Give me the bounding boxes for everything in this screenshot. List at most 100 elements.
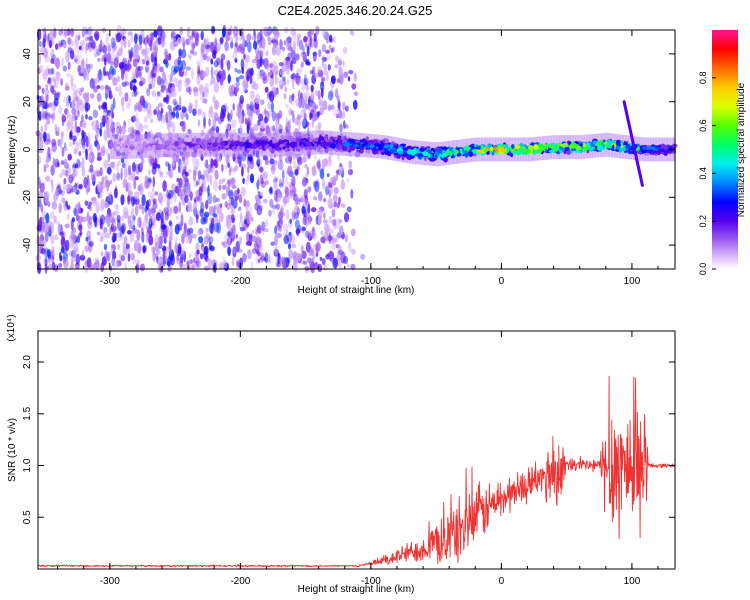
spectrogram-noise-cell	[222, 28, 226, 38]
spectrogram-noise-cell	[157, 164, 160, 169]
spectrogram-noise-cell	[131, 225, 135, 230]
spectrogram-noise-cell	[38, 199, 42, 208]
spectrogram-band-cell	[354, 140, 361, 144]
spectrogram-noise-cell	[135, 111, 139, 123]
spectrogram-noise-cell	[323, 63, 328, 76]
spectrogram-noise-cell	[105, 232, 111, 239]
spectrogram-noise-cell	[188, 35, 194, 41]
spectrogram-noise-cell	[254, 94, 261, 105]
spectrogram-noise-cell	[305, 121, 310, 128]
spectrogram-noise-cell	[106, 187, 109, 192]
spectrogram-noise-cell	[119, 125, 122, 135]
spectrogram-noise-cell	[203, 162, 207, 168]
spectrogram-noise-cell	[146, 88, 151, 97]
spectrogram-noise-cell	[289, 99, 296, 105]
spectrogram-noise-cell	[144, 210, 149, 222]
spectrogram-noise-cell	[93, 140, 98, 147]
spectrogram-noise-cell	[132, 78, 137, 84]
spectrogram-noise-cell	[53, 78, 57, 88]
spectrogram-band-cell	[305, 141, 312, 147]
spectrogram-noise-cell	[126, 243, 129, 250]
spectrogram-band-cell	[324, 141, 332, 147]
spectrogram-noise-cell	[231, 247, 237, 255]
spectrogram-band-cell	[664, 146, 668, 150]
spectrogram-band-cell	[285, 142, 292, 146]
spectrogram-noise-cell	[188, 52, 192, 60]
snr-x-tick-label: 100	[624, 576, 641, 587]
spectrogram-noise-cell	[179, 160, 183, 171]
spectrogram-band-cell	[552, 147, 558, 152]
spectrogram-noise-cell	[288, 181, 293, 188]
spectrogram-noise-cell	[360, 253, 366, 260]
spectrogram-noise-cell	[338, 109, 342, 119]
spectrogram-noise-cell	[46, 117, 51, 125]
spectrogram-noise-cell	[298, 98, 303, 109]
spectrogram-noise-cell	[293, 127, 299, 138]
spectrogram-noise-cell	[100, 70, 104, 82]
spectrogram-noise-cell	[92, 109, 99, 119]
spectrogram-noise-cell	[295, 53, 300, 61]
spectrogram-band-cell	[471, 143, 475, 147]
spectrogram-noise-cell	[179, 188, 185, 197]
spectrogram-noise-cell	[210, 66, 214, 78]
spectrogram-noise-cell	[136, 216, 142, 229]
spectrogram-noise-cell	[59, 173, 63, 178]
spectrogram-noise-cell	[162, 228, 168, 240]
spectrogram-band-cell	[560, 144, 567, 148]
spectrogram-noise-cell	[40, 182, 45, 194]
spectrogram-noise-cell	[259, 166, 264, 173]
spectrogram-band-cell	[212, 142, 219, 147]
spectrogram-noise-cell	[70, 75, 74, 87]
spectrogram-noise-cell	[235, 233, 238, 239]
spectrogram-noise-cell	[96, 85, 101, 89]
spectrogram-noise-cell	[70, 27, 75, 38]
spectrogram-noise-cell	[56, 91, 61, 97]
spectrogram-noise-cell	[43, 163, 49, 168]
spectrogram-noise-cell	[123, 38, 127, 49]
spectrogram-noise-cell	[265, 125, 270, 136]
spectrogram-noise-cell	[242, 79, 248, 92]
spectrogram-noise-cell	[227, 182, 232, 187]
spectrogram-noise-cell	[270, 63, 275, 76]
spectrogram-noise-cell	[223, 259, 228, 270]
spectrogram-noise-cell	[133, 239, 139, 252]
spectrogram-noise-cell	[51, 245, 55, 256]
spectrogram-noise-cell	[307, 186, 312, 193]
spectrogram-noise-cell	[38, 189, 44, 200]
spectrogram-noise-cell	[74, 58, 78, 63]
spectrogram-noise-cell	[263, 60, 269, 70]
spectrogram-noise-cell	[102, 44, 108, 54]
spectrogram-noise-cell	[292, 262, 298, 270]
spectrogram-noise-cell	[314, 90, 318, 97]
spectrogram-noise-cell	[309, 258, 315, 271]
spectrogram-noise-cell	[235, 195, 239, 200]
spectrogram-noise-cell	[126, 103, 131, 109]
spectrogram-band-cell	[276, 147, 283, 151]
spectrogram-noise-cell	[86, 257, 92, 268]
spectrogram-noise-cell	[188, 216, 194, 226]
spectrogram-noise-cell	[59, 255, 63, 262]
spectrogram-noise-cell	[88, 116, 93, 121]
spectrogram-noise-cell	[76, 182, 80, 194]
spectrogram-noise-cell	[96, 231, 101, 236]
spectrogram-noise-cell	[192, 108, 197, 116]
spectrogram-noise-cell	[71, 238, 76, 251]
spectrogram-noise-cell	[249, 173, 255, 184]
spectrogram-noise-cell	[75, 96, 79, 102]
spectrogram-band-cell	[204, 137, 210, 141]
spectrogram-band-cell	[179, 139, 182, 143]
spectrogram-noise-cell	[305, 178, 309, 184]
spectrogram-y-tick-label: 20	[22, 96, 33, 108]
spectrogram-noise-cell	[157, 109, 161, 122]
snr-panel: -300 -200 -100 0 100 0.51.01.52.0 Height of …	[6, 314, 676, 595]
spectrogram-noise-cell	[88, 47, 93, 53]
spectrogram-noise-cell	[127, 63, 132, 70]
spectrogram-noise-cell	[157, 192, 163, 204]
spectrogram-noise-cell	[212, 111, 218, 123]
spectrogram-noise-cell	[296, 253, 302, 262]
spectrogram-noise-cell	[332, 108, 338, 117]
spectrogram-noise-cell	[191, 233, 197, 239]
spectrogram-noise-cell	[201, 246, 205, 252]
spectrogram-noise-cell	[68, 95, 71, 104]
spectrogram-noise-cell	[326, 173, 330, 178]
